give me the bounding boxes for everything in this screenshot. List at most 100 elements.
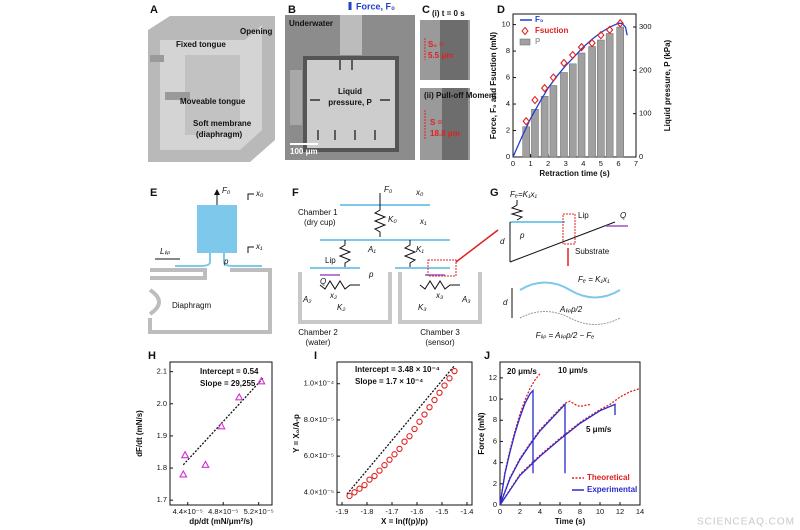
diagram-label: A₂ [302, 295, 311, 304]
panel-label: J [484, 350, 490, 362]
diagram-label: d [503, 298, 508, 307]
x-tick-label: 6 [616, 159, 620, 168]
legend-label: Experimental [587, 485, 637, 494]
point [531, 95, 539, 105]
diagram-label: p [519, 231, 525, 240]
x-tick-label: 4.8×10⁻⁵ [208, 507, 238, 516]
plot-frame [499, 361, 641, 506]
bar [522, 126, 530, 158]
point [391, 451, 398, 458]
point [351, 489, 358, 496]
point [356, 485, 363, 492]
annotation: 10 μm/s [558, 366, 588, 375]
point [217, 421, 226, 430]
x-axis-label: X = ln(f(p)/p) [381, 517, 428, 526]
x-tick-label: 14 [636, 507, 644, 516]
diagram-label: x₁ [419, 217, 427, 226]
chart: 0 2 4 6 8 10 12 14 0 2 4 6 8 10 12 Time (s) Force (mN) 20… [477, 361, 644, 526]
bar [577, 52, 586, 158]
point [540, 83, 549, 93]
y-tick-label: 4 [493, 458, 497, 467]
point [371, 472, 378, 480]
y-axis-label: Force (mN) [477, 412, 486, 455]
point [431, 396, 438, 404]
panel-c-image [420, 20, 470, 160]
annotation: pressure, P [328, 98, 372, 107]
bar [588, 46, 596, 158]
annotation: Intercept = 3.48 × 10⁻⁴ [355, 365, 440, 374]
diagram-label: Substrate [575, 247, 610, 256]
annotation: S₀ = [428, 40, 444, 49]
bar [531, 109, 539, 158]
y-tick-label: 8.0×10⁻⁵ [304, 415, 334, 424]
diagram-label: A₁ [367, 245, 376, 254]
annotation: Force, F₀ [356, 1, 395, 11]
x-axis-label: Time (s) [555, 517, 586, 526]
point [411, 425, 418, 433]
y2-tick-label: 100 [639, 109, 652, 118]
y-tick-label: 8 [506, 46, 510, 55]
panel-label: C [422, 4, 430, 16]
point [366, 476, 373, 483]
y-tick-label: 6 [506, 73, 510, 82]
legend-label: Fsuction [535, 26, 568, 35]
diagram-label: x₁ [255, 242, 263, 251]
panel-label: F [292, 187, 299, 199]
annotation: Fixed tongue [176, 40, 226, 49]
bar [568, 63, 577, 158]
point [549, 73, 558, 82]
bar [560, 72, 568, 158]
diagram-label: Diaphragm [172, 301, 211, 310]
x-tick-label: 4.4×10⁻⁵ [173, 507, 203, 516]
x-tick-label: 6 [558, 507, 562, 516]
diagram-label: Fₗᵢₚ = Aₗᵢₚp/2 − Fₑ [536, 331, 595, 340]
diagram-label: Q [320, 277, 326, 286]
point [426, 404, 433, 411]
annotation: Slope = 29,255 [200, 379, 256, 388]
point [560, 58, 568, 68]
annotation: Slope = 1.7 × 10⁻⁴ [355, 377, 423, 386]
x-tick-label: 5.2×10⁻⁵ [244, 507, 274, 516]
y-axis-label: Force, F₀ and Fsuction (mN) [489, 32, 498, 140]
y2-tick-label: 0 [639, 152, 643, 161]
diagram-label: Fₑ=K₁x₁ [510, 190, 538, 199]
diagram-label: d [500, 237, 505, 246]
annotation: (diaphragm) [196, 130, 243, 139]
point [386, 456, 393, 463]
point [180, 450, 190, 459]
y2-tick-label: 200 [639, 65, 652, 74]
point [569, 50, 577, 60]
diagram-label: Chamber 1 [298, 208, 338, 217]
diagram-label: K₂ [337, 303, 345, 312]
y-tick-label: 1.8 [157, 463, 167, 472]
diagram-label: F₀ [222, 186, 231, 195]
point [396, 445, 403, 453]
plot-frame [336, 361, 473, 506]
panel-e-diagram [148, 189, 272, 334]
point [376, 467, 383, 474]
x-tick-label: 12 [616, 507, 624, 516]
diagram-label: A₃ [461, 295, 471, 304]
legend-label: F₀ [535, 15, 544, 24]
diagram-label: Lₗᵢₚ [160, 247, 171, 256]
y-axis-label: dF/dt (mN/s) [135, 410, 144, 457]
x-tick-label: 2 [546, 159, 550, 168]
point [421, 411, 428, 418]
diagram-label: (sensor) [425, 338, 455, 347]
point [588, 38, 596, 48]
annotation: 20 μm/s [507, 367, 537, 376]
diagram-label: Chamber 3 [420, 328, 460, 337]
x-tick-label: 8 [578, 507, 582, 516]
y-tick-label: 0 [506, 152, 510, 161]
annotation: (ii) Pull-off Moment [424, 91, 497, 100]
x-axis-label: Retraction time (s) [539, 169, 610, 178]
point [361, 481, 368, 489]
diagram-label: p [223, 257, 229, 266]
point [234, 392, 244, 401]
annotation: S = [430, 118, 443, 127]
diagram-label: x₃ [435, 291, 443, 300]
y2-axis-label: Liquid pressure, P (kPa) [663, 39, 672, 131]
y-tick-label: 1.7 [157, 495, 167, 504]
y-tick-label: 10 [489, 394, 497, 403]
chart: -1.9 -1.8 -1.7 -1.6 -1.5 -1.4 4.0×10⁻⁵ 6.0×10⁻⁵… [292, 361, 473, 526]
